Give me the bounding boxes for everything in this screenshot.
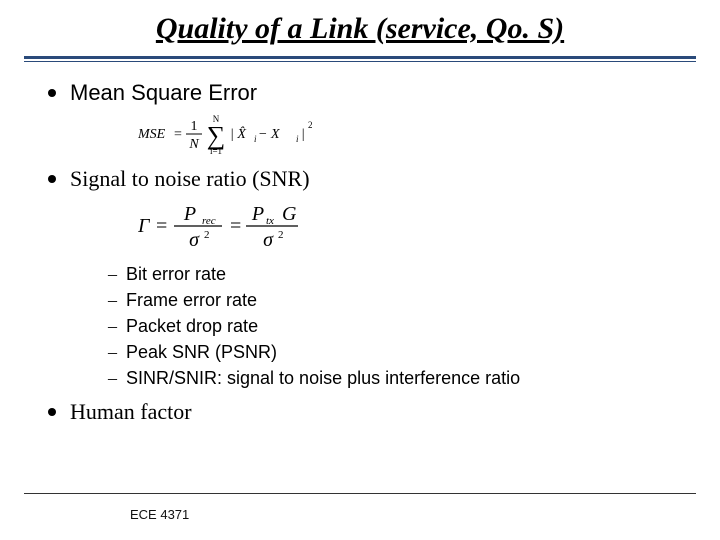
sub-text: Frame error rate xyxy=(126,290,257,311)
sub-text: Bit error rate xyxy=(126,264,226,285)
sub-item: – SINR/SNIR: signal to noise plus interf… xyxy=(108,368,672,389)
formula-mse: MSE = 1 N ∑ N i=1 | X̂ i − X i | 2 xyxy=(138,112,672,156)
dash-icon: – xyxy=(108,264,126,285)
snr-f1-densup: 2 xyxy=(204,229,210,241)
sub-text: Peak SNR (PSNR) xyxy=(126,342,277,363)
mse-exp: 2 xyxy=(308,120,313,130)
bullet-text: Mean Square Error xyxy=(70,80,257,106)
bullet-text: Human factor xyxy=(70,399,192,425)
dash-icon: – xyxy=(108,316,126,337)
bullet-icon xyxy=(48,175,56,183)
snr-f2-num2: G xyxy=(282,203,297,225)
slide: Quality of a Link (service, Qo. S) Mean … xyxy=(0,0,720,540)
mse-sub2: i xyxy=(296,134,299,144)
sub-item: – Peak SNR (PSNR) xyxy=(108,342,672,363)
footer-rule xyxy=(24,493,696,494)
sub-text: SINR/SNIR: signal to noise plus interfer… xyxy=(126,368,520,389)
dash-icon: – xyxy=(108,368,126,389)
snr-f2-densup: 2 xyxy=(278,229,284,241)
sub-item: – Packet drop rate xyxy=(108,316,672,337)
sub-text: Packet drop rate xyxy=(126,316,258,337)
formula-snr: Γ = P rec σ 2 = P tx G σ 2 xyxy=(138,198,672,254)
sum-bottom: i=1 xyxy=(210,146,222,156)
snr-f1-den: σ xyxy=(189,229,200,251)
equals-icon: = xyxy=(230,215,241,237)
sublist: – Bit error rate – Frame error rate – Pa… xyxy=(108,264,672,389)
bullet-mse: Mean Square Error xyxy=(48,80,672,106)
equals-icon: = xyxy=(156,215,167,237)
content: Mean Square Error MSE = 1 N ∑ N i=1 | X̂ xyxy=(0,62,720,425)
page-title: Quality of a Link (service, Qo. S) xyxy=(40,12,680,52)
bullet-icon xyxy=(48,408,56,416)
sum-top: N xyxy=(213,114,220,124)
mse-body-prefix: | X̂ xyxy=(230,126,246,142)
snr-f2-den: σ xyxy=(263,229,274,251)
bullet-snr: Signal to noise ratio (SNR) xyxy=(48,166,672,192)
mse-body-mid: − X xyxy=(258,127,280,142)
bullet-human: Human factor xyxy=(48,399,672,425)
title-area: Quality of a Link (service, Qo. S) xyxy=(0,0,720,52)
snr-f1-numsub: rec xyxy=(202,215,216,227)
dash-icon: – xyxy=(108,290,126,311)
equals-icon: = xyxy=(174,127,182,142)
snr-f2-num: P xyxy=(251,203,264,225)
snr-f1-num: P xyxy=(183,203,196,225)
snr-f2-numsub: tx xyxy=(266,215,274,227)
footer-text: ECE 4371 xyxy=(130,507,189,522)
mse-sub1: i xyxy=(254,134,257,144)
bullet-text: Signal to noise ratio (SNR) xyxy=(70,166,310,192)
mse-lhs: MSE xyxy=(138,127,166,142)
mse-num: 1 xyxy=(191,119,198,134)
sub-item: – Frame error rate xyxy=(108,290,672,311)
bullet-icon xyxy=(48,89,56,97)
snr-lhs: Γ xyxy=(138,215,151,237)
dash-icon: – xyxy=(108,342,126,363)
mse-body-suffix: | xyxy=(301,127,305,142)
mse-den: N xyxy=(188,137,199,152)
sub-item: – Bit error rate xyxy=(108,264,672,285)
